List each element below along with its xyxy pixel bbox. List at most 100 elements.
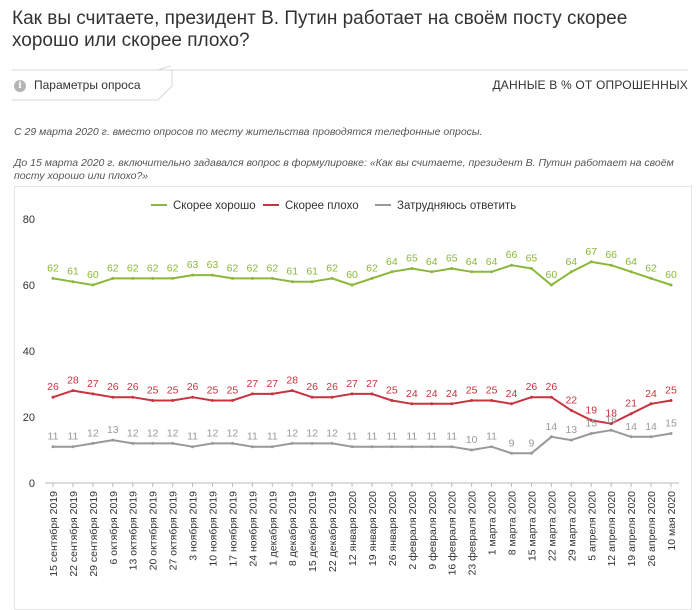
- data-label: 12: [326, 427, 338, 439]
- data-label: 24: [645, 388, 657, 400]
- params-bar: i Параметры опроса ДАННЫЕ В % ОТ ОПРОШЕН…: [0, 66, 700, 102]
- data-point: [151, 441, 155, 445]
- data-label: 61: [306, 266, 318, 278]
- data-point: [230, 399, 234, 402]
- data-point: [111, 395, 115, 399]
- survey-params-toggle[interactable]: Параметры опроса: [34, 78, 141, 92]
- data-point: [51, 276, 55, 280]
- data-point: [669, 399, 673, 402]
- data-point: [91, 392, 95, 396]
- x-tick-label: 17 ноября 2019: [227, 491, 239, 567]
- data-point: [390, 399, 394, 402]
- data-point: [171, 276, 175, 280]
- x-tick-label: 3 ноября 2019: [188, 491, 200, 561]
- data-label: 9: [529, 437, 535, 449]
- data-point: [510, 263, 514, 267]
- data-label: 27: [87, 378, 99, 390]
- x-tick-label: 12 апреля 2020: [606, 491, 618, 567]
- data-label: 26: [187, 381, 199, 393]
- data-label: 11: [247, 431, 258, 443]
- x-tick-label: 22 декабря 2019: [327, 491, 339, 572]
- params-bar-divider: [12, 66, 688, 101]
- data-label: 60: [665, 269, 677, 281]
- data-label: 27: [247, 378, 259, 390]
- data-point: [230, 441, 234, 445]
- data-label: 14: [645, 421, 657, 433]
- data-label: 19: [585, 404, 597, 416]
- data-label: 62: [366, 262, 378, 274]
- y-tick-label: 20: [23, 412, 35, 424]
- data-label: 64: [386, 256, 398, 268]
- data-label: 11: [406, 431, 417, 443]
- data-point: [609, 428, 613, 432]
- y-tick-label: 60: [23, 280, 35, 292]
- data-label: 66: [605, 249, 617, 261]
- x-tick-label: 1 декабря 2019: [267, 491, 279, 566]
- data-point: [230, 276, 234, 280]
- data-point: [370, 392, 374, 396]
- data-point: [210, 441, 214, 445]
- note-phone-surveys: С 29 марта 2020 г. вместо опросов по мес…: [14, 126, 483, 138]
- data-label: 63: [187, 259, 199, 271]
- data-point: [290, 441, 294, 445]
- data-label: 61: [67, 266, 79, 278]
- data-point: [171, 441, 175, 445]
- data-point: [430, 402, 434, 406]
- data-label: 62: [127, 262, 139, 274]
- data-point: [589, 432, 593, 435]
- data-label: 24: [506, 388, 518, 400]
- data-point: [529, 267, 533, 270]
- data-label: 12: [286, 427, 298, 439]
- data-label: 12: [87, 427, 99, 439]
- y-tick-label: 40: [23, 346, 35, 358]
- x-tick-label: 2 февраля 2020: [407, 491, 419, 570]
- data-label: 28: [286, 375, 298, 387]
- data-point: [669, 283, 673, 287]
- x-tick-label: 23 февраля 2020: [467, 491, 479, 576]
- data-point: [510, 402, 514, 406]
- data-label: 26: [47, 381, 59, 393]
- data-label: 25: [466, 385, 478, 397]
- x-tick-label: 27 октября 2019: [168, 491, 180, 571]
- data-label: 25: [207, 385, 219, 397]
- x-tick-label: 19 января 2020: [367, 491, 379, 566]
- data-label: 66: [506, 249, 518, 261]
- data-point: [410, 445, 414, 449]
- info-icon[interactable]: i: [14, 80, 26, 92]
- data-label: 16: [605, 414, 617, 426]
- data-label: 24: [406, 388, 418, 400]
- data-point: [290, 280, 294, 284]
- data-point: [549, 395, 553, 399]
- data-label: 21: [625, 398, 637, 410]
- data-label: 25: [167, 385, 179, 397]
- data-point: [549, 283, 553, 287]
- x-tick-label: 1 марта 2020: [487, 491, 499, 555]
- x-tick-label: 20 октября 2019: [148, 491, 160, 571]
- data-label: 22: [565, 394, 577, 406]
- data-point: [91, 441, 95, 445]
- data-point: [569, 408, 573, 412]
- data-point: [131, 395, 135, 399]
- data-label: 27: [266, 378, 278, 390]
- note-question-wording: До 15 марта 2020 г. включительно задавал…: [14, 157, 674, 182]
- data-label: 25: [227, 385, 239, 397]
- data-label: 60: [87, 269, 99, 281]
- data-point: [330, 395, 334, 399]
- data-point: [430, 445, 434, 449]
- data-point: [549, 435, 553, 439]
- data-point: [310, 280, 314, 284]
- data-point: [270, 392, 274, 396]
- data-label: 65: [526, 253, 538, 265]
- data-point: [589, 418, 593, 422]
- data-point: [350, 445, 354, 449]
- data-label: 12: [207, 427, 219, 439]
- data-point: [350, 392, 354, 396]
- data-label: 12: [227, 427, 239, 439]
- data-label: 64: [426, 256, 438, 268]
- data-label: 13: [107, 424, 119, 436]
- data-point: [450, 445, 454, 449]
- data-point: [151, 399, 155, 402]
- x-tick-label: 5 апреля 2020: [586, 491, 598, 561]
- data-label: 12: [306, 427, 318, 439]
- data-point: [370, 276, 374, 280]
